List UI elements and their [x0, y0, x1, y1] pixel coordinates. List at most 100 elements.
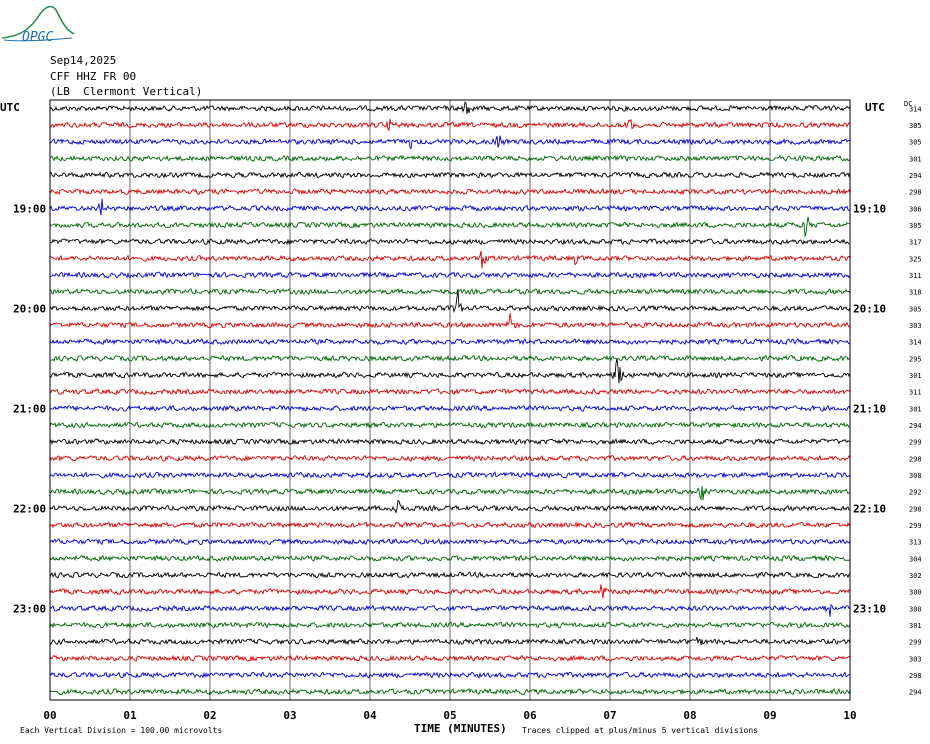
- trace-line: [49, 154, 851, 162]
- division-note: Each Vertical Division = 100.00 microvol…: [20, 726, 222, 735]
- trace-line: [49, 671, 851, 679]
- dc-offset-value: 325: [909, 255, 922, 263]
- trace-line: [49, 338, 851, 346]
- trace-line: [49, 571, 851, 579]
- hour-label-right: 20:10: [853, 302, 886, 315]
- hour-label-right: 22:10: [853, 502, 886, 515]
- hour-label-left: 19:00: [13, 202, 46, 215]
- x-tick-label: 07: [603, 709, 616, 722]
- dc-offset-value: 298: [909, 505, 922, 513]
- clip-note: Traces clipped at plus/minus 5 vertical …: [522, 726, 758, 735]
- hour-label-left: 23:00: [13, 602, 46, 615]
- trace-line: [49, 584, 851, 598]
- trace-line: [49, 538, 851, 546]
- trace-line: [49, 313, 851, 329]
- trace-line: [49, 485, 851, 501]
- trace-line: [49, 421, 851, 429]
- trace-line: [49, 354, 851, 362]
- trace-line: [49, 636, 851, 646]
- x-tick-label: 05: [443, 709, 456, 722]
- dc-offset-value: 302: [909, 572, 922, 580]
- trace-line: [49, 216, 850, 237]
- trace-line: [49, 604, 851, 617]
- dc-offset-value: 298: [909, 455, 922, 463]
- trace-line: [49, 688, 851, 696]
- dc-offset-value: 311: [909, 389, 922, 397]
- dc-offset-value: 308: [909, 472, 922, 480]
- dc-offset-value: 299: [909, 639, 922, 647]
- trace-line: [49, 171, 851, 179]
- trace-line: [49, 135, 851, 150]
- trace-line: [49, 250, 851, 269]
- trace-line: [49, 438, 851, 446]
- dc-offset-value: 311: [909, 272, 922, 280]
- dc-offset-value: 294: [909, 689, 922, 697]
- dc-offset-value: 305: [909, 305, 922, 313]
- trace-line: [49, 290, 851, 313]
- dc-offset-value: 301: [909, 405, 922, 413]
- dc-label: DC: [904, 100, 912, 108]
- station-code: CFF HHZ FR 00: [50, 70, 137, 83]
- trace-line: [49, 198, 851, 216]
- labels: 00 01 02 03 04 05 06 07 08 09 10 314 305 305 301 294 298…: [13, 105, 922, 722]
- dc-offset-value: 303: [909, 655, 922, 663]
- utc-left-label: UTC: [0, 101, 20, 114]
- hour-label-right: 19:10: [853, 202, 886, 215]
- dc-offset-value: 303: [909, 322, 922, 330]
- dc-offset-value: 299: [909, 522, 922, 530]
- x-axis-label: TIME (MINUTES): [414, 722, 507, 735]
- dc-offset-value: 304: [909, 555, 922, 563]
- x-tick-label: 00: [43, 709, 56, 722]
- trace-line: [49, 621, 851, 629]
- station-location: (LB Clermont Vertical): [50, 85, 203, 98]
- dc-offset-value: 300: [909, 605, 922, 613]
- dc-offset-value: 298: [909, 189, 922, 197]
- hour-label-right: 21:10: [853, 402, 886, 415]
- hour-label-right: 23:10: [853, 602, 886, 615]
- dc-offset-value: 318: [909, 289, 922, 297]
- dc-offset-value: 305: [909, 122, 922, 130]
- dc-offset-value: 313: [909, 539, 922, 547]
- trace-line: [49, 388, 851, 396]
- x-tick-label: 01: [123, 709, 137, 722]
- dc-offset-value: 294: [909, 172, 922, 180]
- trace-line: [49, 238, 851, 246]
- dc-offset-value: 301: [909, 372, 922, 380]
- trace-line: [49, 404, 851, 412]
- dc-offset-value: 317: [909, 239, 922, 247]
- dc-offset-value: 298: [909, 672, 922, 680]
- x-tick-label: 03: [283, 709, 296, 722]
- hour-label-left: 22:00: [13, 502, 46, 515]
- dc-offset-value: 305: [909, 139, 922, 147]
- x-tick-label: 08: [683, 709, 696, 722]
- dc-offset-value: 314: [909, 339, 922, 347]
- trace-line: [49, 454, 851, 462]
- x-tick-label: 10: [843, 709, 856, 722]
- trace-line: [49, 521, 851, 529]
- logo-text: OPGC: [22, 30, 53, 45]
- opgc-logo: OPGC: [1, 5, 75, 45]
- dc-offset-value: 294: [909, 422, 922, 430]
- dc-offset-value: 295: [909, 355, 922, 363]
- logo-peak-curve: [1, 5, 75, 39]
- hour-label-left: 20:00: [13, 302, 46, 315]
- utc-right-label: UTC: [865, 101, 885, 114]
- trace-line: [49, 654, 851, 662]
- traces: [49, 101, 851, 696]
- x-tick-label: 09: [763, 709, 776, 722]
- trace-line: [49, 471, 851, 479]
- trace-line: [49, 101, 851, 114]
- dc-offset-value: 301: [909, 622, 922, 630]
- trace-line: [49, 188, 851, 196]
- plot-frame: [49, 99, 851, 701]
- grid: [129, 100, 771, 700]
- trace-line: [49, 554, 851, 562]
- x-tick-label: 06: [523, 709, 537, 722]
- hour-label-left: 21:00: [13, 402, 46, 415]
- plot-date: Sep14,2025: [50, 54, 117, 67]
- trace-line: [49, 358, 851, 384]
- dc-offset-value: 314: [909, 105, 922, 113]
- dc-offset-value: 306: [909, 205, 922, 213]
- dc-offset-value: 300: [909, 589, 922, 597]
